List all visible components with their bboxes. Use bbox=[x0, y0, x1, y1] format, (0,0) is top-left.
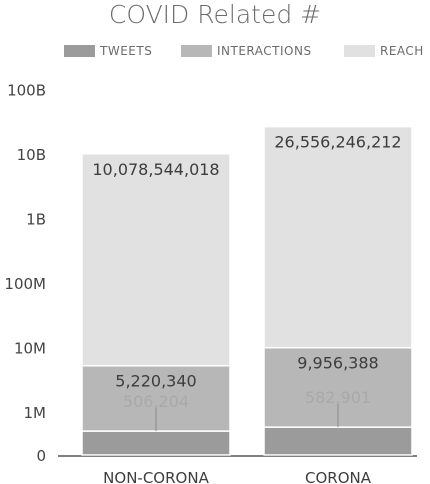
legend-swatch-interactions bbox=[181, 45, 212, 57]
data-label-reach: 26,556,246,212 bbox=[274, 133, 401, 152]
bar-segment-tweets bbox=[263, 426, 413, 456]
y-tick-label: 0 bbox=[36, 447, 46, 465]
legend-item-tweets: TWEETS bbox=[64, 43, 152, 59]
x-tick-label: CORONA bbox=[305, 469, 372, 484]
legend-swatch-tweets bbox=[64, 45, 95, 57]
y-tick-label: 10M bbox=[14, 340, 46, 358]
legend-swatch-reach bbox=[344, 45, 375, 57]
legend-item-interactions: INTERACTIONS bbox=[181, 43, 312, 59]
bar-segment-reach bbox=[81, 153, 231, 367]
data-label-tweets: 582,901 bbox=[305, 388, 371, 407]
y-tick-label: 100M bbox=[4, 275, 46, 293]
legend-label-reach: REACH bbox=[380, 44, 424, 58]
x-tick-label: NON-CORONA bbox=[103, 469, 209, 484]
y-tick-label: 1M bbox=[24, 404, 47, 422]
data-label-reach: 10,078,544,018 bbox=[92, 160, 219, 179]
legend-label-interactions: INTERACTIONS bbox=[217, 44, 312, 58]
data-label-interactions: 9,956,388 bbox=[297, 354, 378, 373]
legend-label-tweets: TWEETS bbox=[100, 44, 153, 58]
legend: TWEETS INTERACTIONS REACH bbox=[0, 43, 430, 59]
data-label-interactions: 5,220,340 bbox=[115, 372, 196, 391]
y-tick-label: 10B bbox=[17, 146, 46, 164]
y-tick-label: 1B bbox=[26, 211, 46, 229]
chart-title: COVID Related # bbox=[108, 0, 322, 29]
bar-segment-reach bbox=[263, 125, 413, 349]
bar-segment-tweets bbox=[81, 430, 231, 456]
legend-item-reach: REACH bbox=[344, 43, 424, 59]
data-label-tweets: 506,204 bbox=[123, 392, 189, 411]
y-tick-label: 100B bbox=[7, 82, 46, 100]
